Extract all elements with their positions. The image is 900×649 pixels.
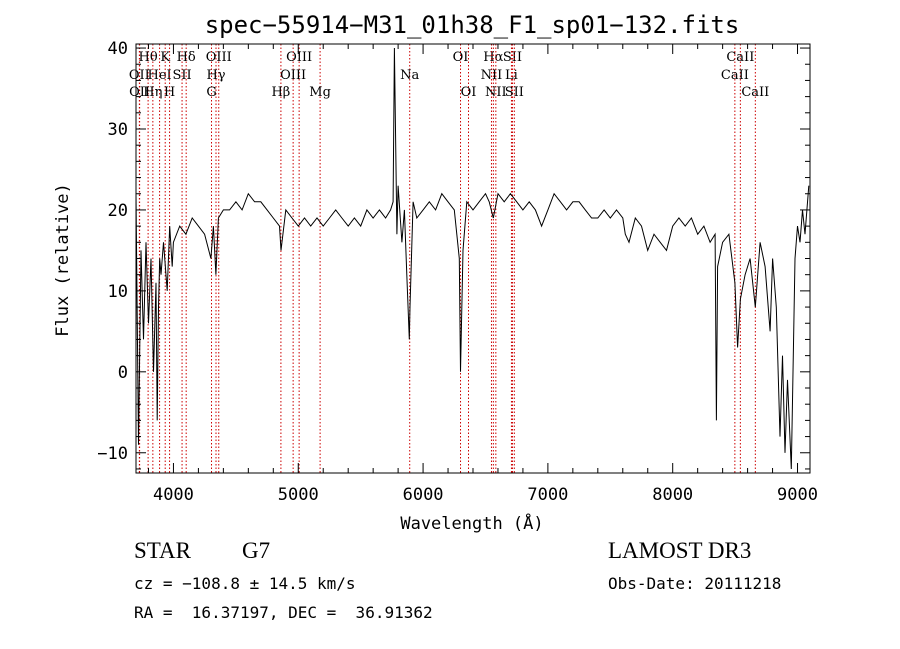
spectral-line-label: Hα	[483, 50, 503, 65]
x-tick-label: 4000	[153, 485, 194, 505]
x-tick-label: 5000	[278, 485, 319, 505]
spectral-line-label: OII	[129, 85, 150, 100]
spectral-line-label: SII	[503, 50, 522, 65]
x-tick-label: 7000	[527, 485, 568, 505]
spectral-line-label: SII	[505, 85, 524, 100]
spectral-line-label: CaII	[721, 68, 749, 83]
spectral-line-label: OI	[461, 85, 477, 100]
observation-date: Obs-Date: 20111218	[608, 574, 782, 593]
spectral-line-label: OIII	[286, 50, 312, 65]
plot-frame	[135, 43, 811, 474]
spectral-line-label: Hη	[143, 85, 162, 100]
ra-dec-coordinates: RA = 16.37197, DEC = 36.91362	[134, 603, 433, 622]
spectral-line-label: OIII	[206, 50, 232, 65]
spectral-line-label: SII	[172, 68, 191, 83]
redshift-velocity: cz = −108.8 ± 14.5 km/s	[134, 574, 356, 593]
spectral-line-label: Na	[400, 68, 419, 83]
object-subclass: G7	[242, 538, 271, 563]
x-tick-label: 8000	[652, 485, 693, 505]
spectral-line-label: Hβ	[271, 85, 290, 100]
spectral-line-label: CaII	[741, 85, 769, 100]
spectral-line-label: Li	[505, 68, 518, 83]
x-tick-label: 9000	[777, 485, 818, 505]
spectral-line-label: Hθ	[139, 50, 158, 65]
spectral-line-label: G	[206, 85, 216, 100]
spectral-line-label: NII	[485, 85, 507, 100]
y-tick-label: 30	[108, 120, 128, 140]
y-tick-label: 20	[108, 201, 128, 221]
spectral-line-label: OIII	[280, 68, 306, 83]
chart-title: spec−55914−M31_01h38_F1_sp01−132.fits	[205, 11, 740, 39]
spectrum-series-line	[135, 47, 810, 470]
y-tick-label: 40	[108, 39, 128, 59]
x-axis-label: Wavelength (Å)	[400, 512, 543, 534]
spectral-line-label: OI	[453, 50, 469, 65]
spectral-line-label: NII	[481, 68, 503, 83]
y-axis-label: Flux (relative)	[53, 183, 73, 337]
survey-name: LAMOST DR3	[608, 538, 752, 563]
y-tick-label: 10	[108, 282, 128, 302]
y-tick-label: 0	[118, 363, 128, 383]
axis-ticks-layer: 4000 5000 6000 7000 8000 9000 −10 0 10 20 30 40	[97, 39, 818, 505]
spectral-line-label: Hγ	[206, 68, 225, 83]
object-class: STAR	[134, 538, 191, 563]
x-tick-label: 6000	[403, 485, 444, 505]
spectral-line-label: Mg	[309, 85, 331, 100]
spectral-line-label: H	[164, 85, 175, 100]
spectral-line-label: HeI	[148, 68, 172, 83]
spectral-line-label: CaII	[726, 50, 754, 65]
spectral-line-label: K	[160, 50, 170, 65]
y-tick-label: −10	[97, 444, 128, 464]
spectral-line-label: Hδ	[177, 50, 196, 65]
